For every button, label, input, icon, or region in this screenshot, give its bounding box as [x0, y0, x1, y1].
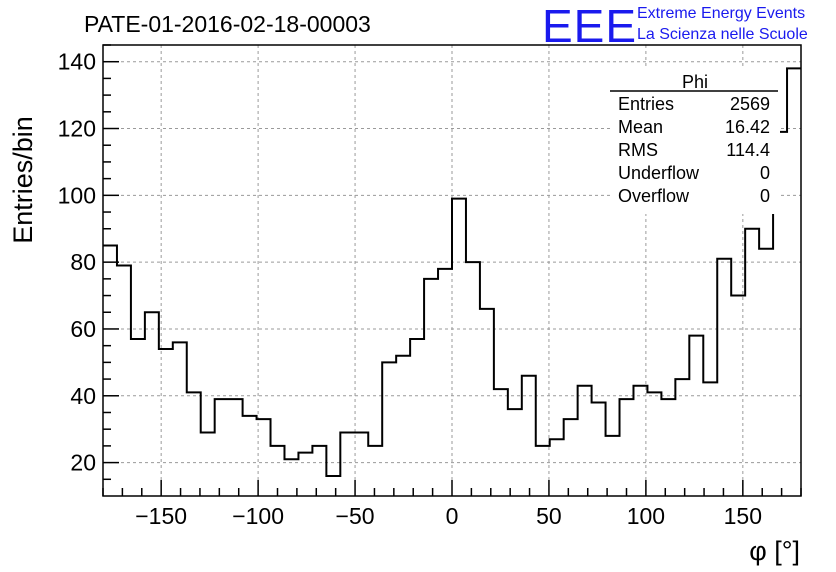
stats-row-label: Entries: [618, 94, 674, 114]
logo-line-2: La Scienza nelle Scuole: [637, 26, 808, 43]
logo-mark: EEE: [542, 0, 637, 52]
axis-ticks: [102, 44, 802, 496]
histogram-steps: [103, 67, 801, 477]
x-tick-label: 100: [627, 503, 665, 529]
y-tick-label: 20: [70, 450, 96, 476]
x-tick-label: −100: [232, 503, 284, 529]
stats-box-name: Phi: [682, 72, 708, 92]
stats-row-value: 0: [760, 186, 770, 206]
y-tick-labels: 20 40 60 80 100 120 140: [58, 49, 96, 476]
stats-row-label: Mean: [618, 117, 663, 137]
y-tick-label: 40: [70, 383, 96, 409]
x-tick-label: 150: [724, 503, 762, 529]
y-tick-label: 100: [58, 182, 96, 208]
histogram-line: [103, 67, 801, 477]
x-tick-label: 50: [536, 503, 562, 529]
chart-title: PATE-01-2016-02-18-00003: [84, 11, 371, 37]
stats-row-value: 16.42: [725, 117, 770, 137]
stats-box: Phi Entries 2569 Mean 16.42 RMS 114.4 Underflo…: [610, 66, 780, 214]
logo-line-1: Extreme Energy Events: [637, 5, 805, 22]
x-axis-label: φ [°]: [749, 536, 800, 566]
x-tick-label: −150: [135, 503, 187, 529]
eee-logo: EEE Extreme Energy Events La Scienza nel…: [542, 0, 808, 52]
y-tick-label: 120: [58, 116, 96, 142]
stats-row-label: Overflow: [618, 186, 690, 206]
y-tick-label: 80: [70, 249, 96, 275]
stats-row-value: 0: [760, 163, 770, 183]
stats-row-value: 2569: [730, 94, 770, 114]
y-axis-label: Entries/bin: [8, 116, 38, 244]
stats-row-value: 114.4: [726, 140, 770, 160]
y-tick-label: 140: [58, 49, 96, 75]
y-tick-label: 60: [70, 316, 96, 342]
stats-row-label: RMS: [618, 140, 658, 160]
x-tick-labels: −150 −100 −50 0 50 100 150: [135, 503, 762, 529]
x-tick-label: 0: [446, 503, 459, 529]
x-tick-label: −50: [336, 503, 375, 529]
stats-row-label: Underflow: [618, 163, 700, 183]
